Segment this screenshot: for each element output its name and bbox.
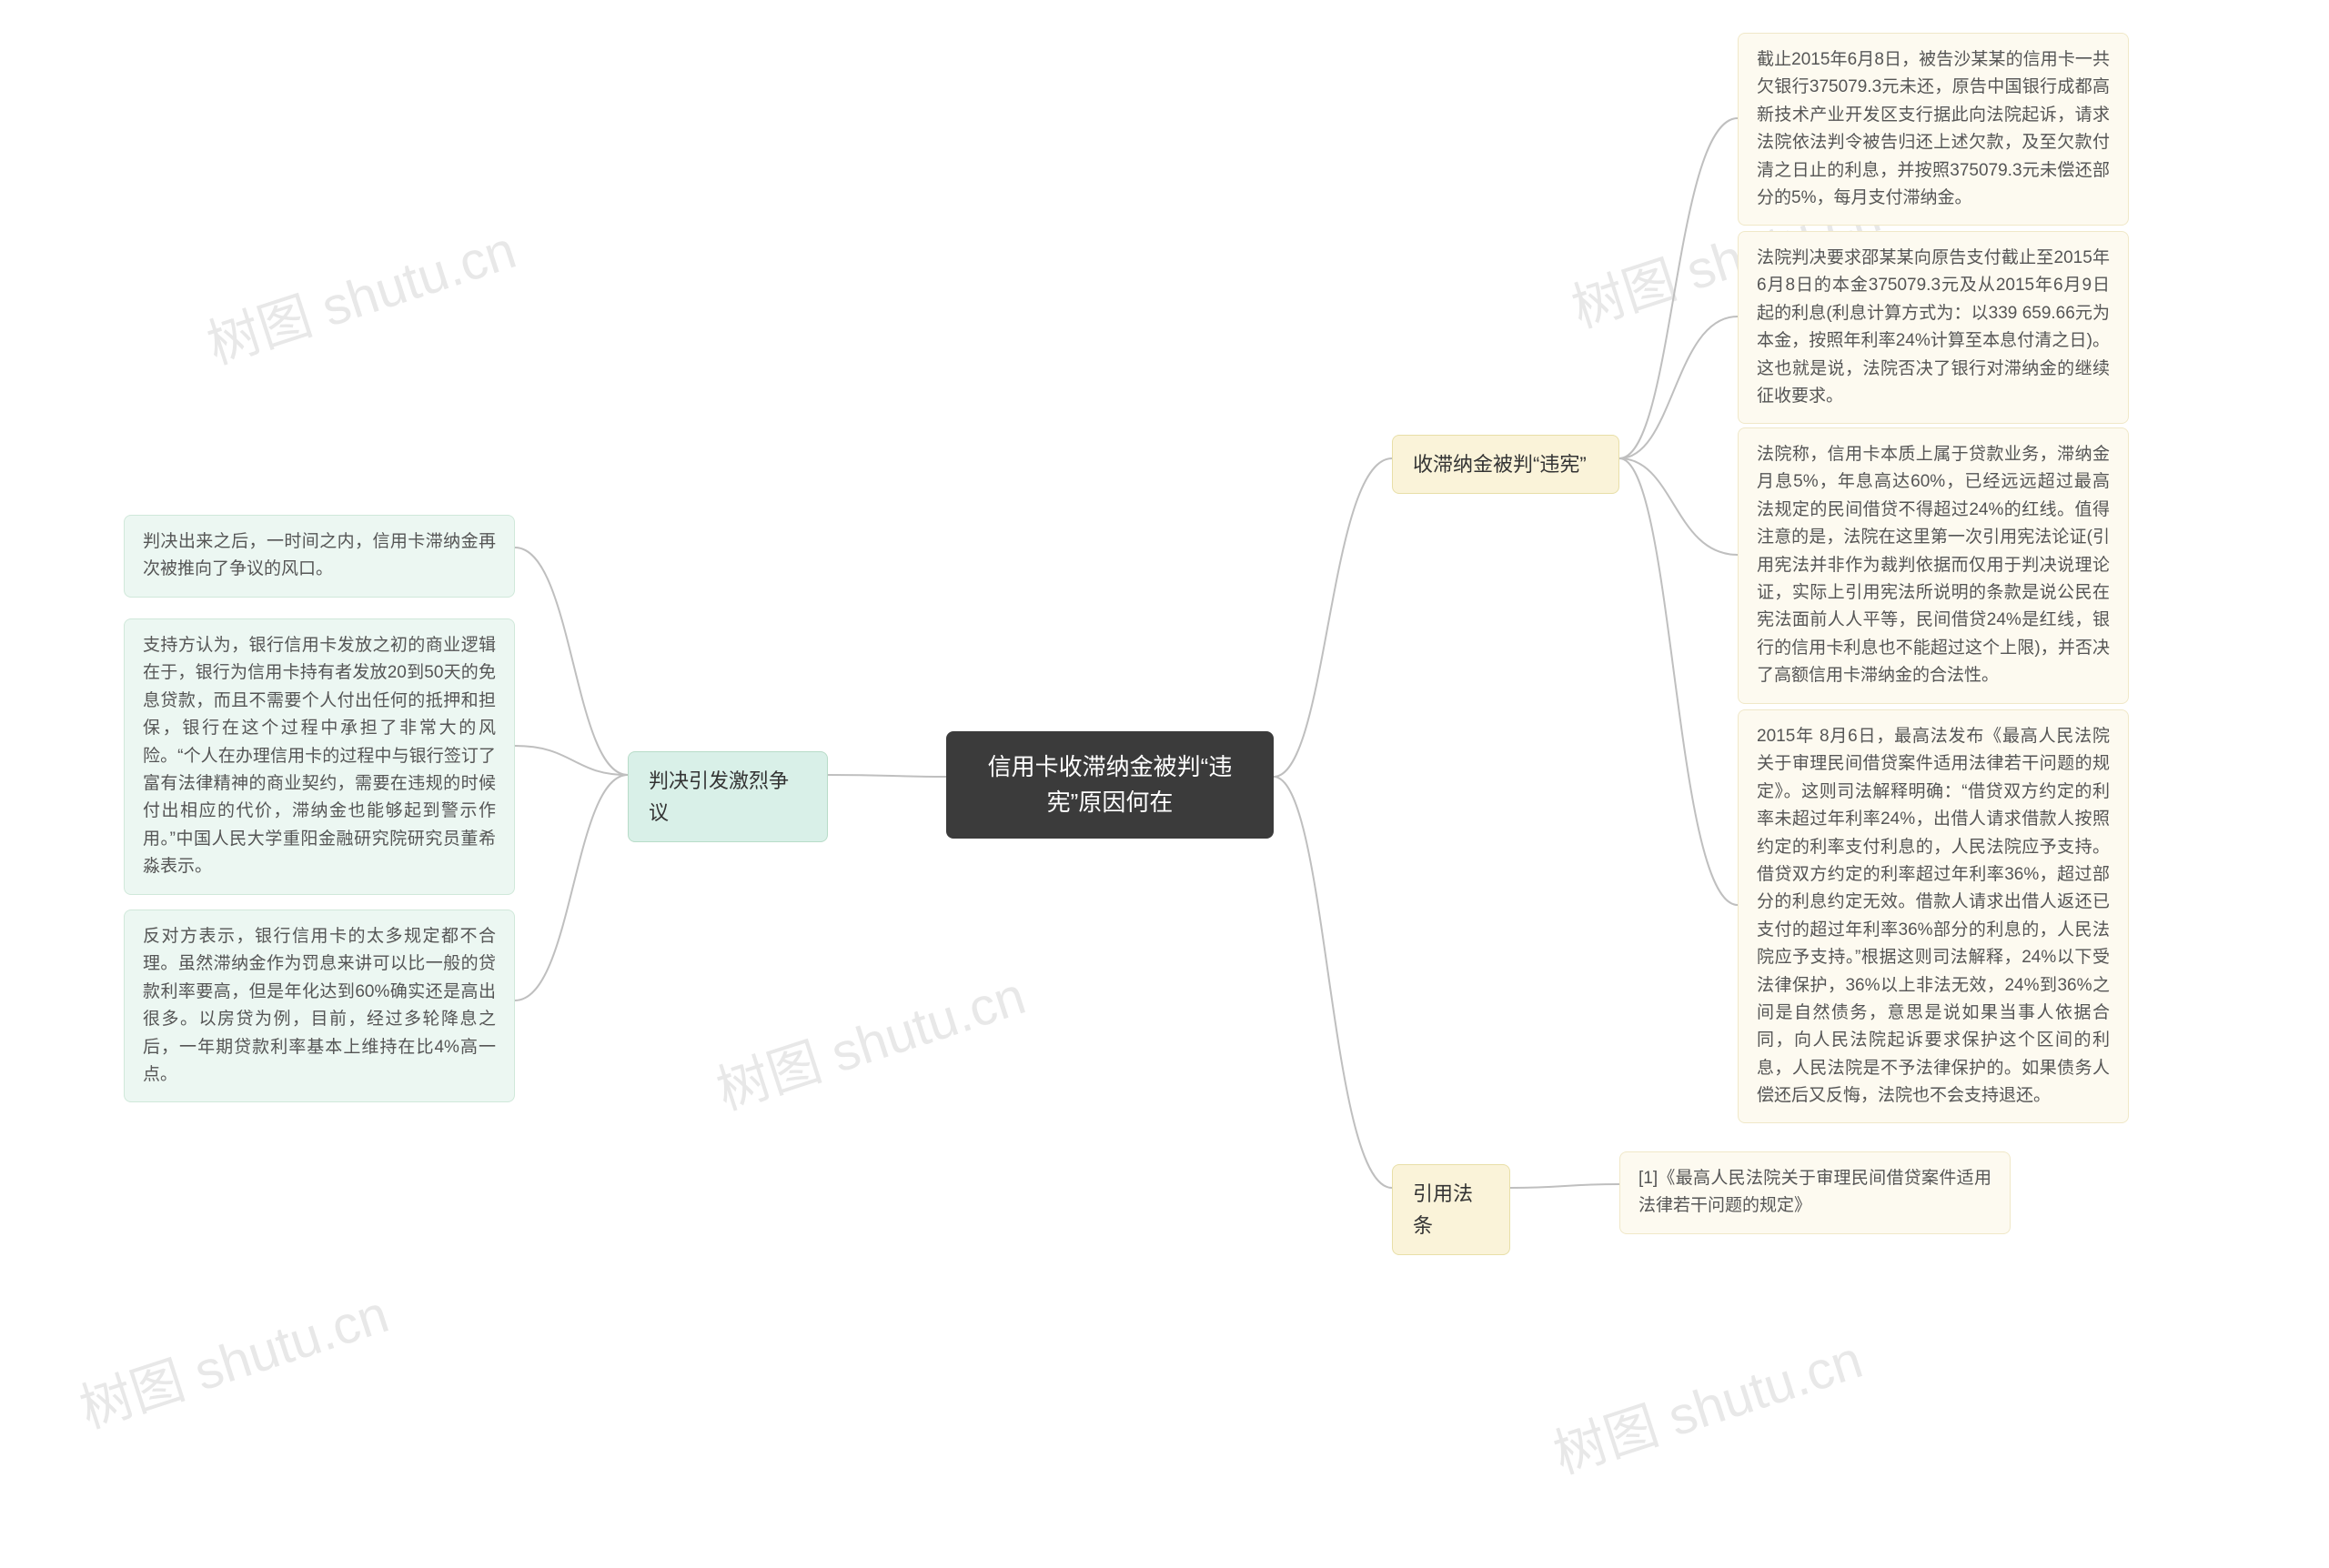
leaf-right-1-3: 法院称，信用卡本质上属于贷款业务，滞纳金月息5%，年息高达60%，已经远远超过最…	[1738, 427, 2129, 704]
leaf-right-1-2: 法院判决要求邵某某向原告支付截止至2015年6月8日的本金375079.3元及从…	[1738, 231, 2129, 424]
leaf-right-2-1: [1]《最高人民法院关于审理民间借贷案件适用法律若干问题的规定》	[1619, 1151, 2011, 1234]
branch-left-1[interactable]: 判决引发激烈争议	[628, 751, 828, 842]
branch-right-1[interactable]: 收滞纳金被判“违宪”	[1392, 435, 1619, 494]
leaf-left-1-1: 判决出来之后，一时间之内，信用卡滞纳金再次被推向了争议的风口。	[124, 515, 515, 598]
watermark: 树图 shutu.cn	[69, 1271, 397, 1442]
leaf-left-1-3: 反对方表示，银行信用卡的太多规定都不合理。虽然滞纳金作为罚息来讲可以比一般的贷款…	[124, 910, 515, 1102]
leaf-right-1-4: 2015年 8月6日，最高法发布《最高人民法院关于审理民间借贷案件适用法律若干问…	[1738, 709, 2129, 1123]
branch-right-2[interactable]: 引用法条	[1392, 1164, 1510, 1255]
leaf-right-1-1: 截止2015年6月8日，被告沙某某的信用卡一共欠银行375079.3元未还，原告…	[1738, 33, 2129, 226]
center-title-line2: 宪”原因何在	[1047, 789, 1174, 816]
leaf-left-1-2: 支持方认为，银行信用卡发放之初的商业逻辑在于，银行为信用卡持有者发放20到50天…	[124, 618, 515, 895]
center-title-line1: 信用卡收滞纳金被判“违	[988, 753, 1233, 780]
watermark: 树图 shutu.cn	[706, 953, 1033, 1124]
watermark: 树图 shutu.cn	[197, 207, 524, 378]
center-node[interactable]: 信用卡收滞纳金被判“违 宪”原因何在	[946, 731, 1274, 839]
watermark: 树图 shutu.cn	[1543, 1317, 1870, 1488]
